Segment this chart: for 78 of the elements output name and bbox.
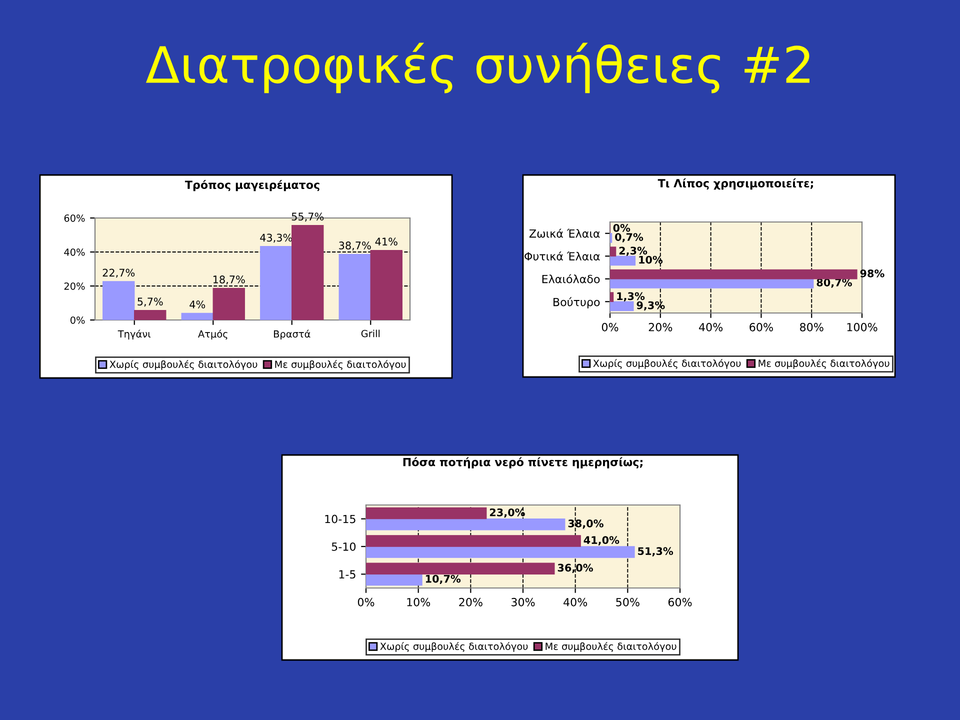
bar	[366, 518, 566, 530]
y-tick-label: Ελαιόλαδο	[542, 274, 600, 284]
bar	[610, 301, 634, 312]
bar	[610, 256, 636, 266]
x-tick-label: 10%	[407, 598, 430, 606]
y-tick-label: 5-10	[332, 542, 356, 551]
x-tick-label: Βραστά	[274, 330, 310, 340]
x-tick-label: 40%	[698, 322, 723, 332]
data-label: 36,0%	[558, 564, 593, 573]
data-label: 80,7%	[816, 278, 852, 288]
x-tick-label: 50%	[616, 598, 640, 606]
bar	[292, 224, 324, 320]
y-tick-label: 10-15	[325, 514, 356, 524]
y-tick-label: Ζωικά Έλαια	[529, 228, 600, 238]
bar	[338, 254, 371, 320]
legend-label: Χωρίς συμβουλές διαιτολόγου	[110, 360, 258, 370]
bar	[610, 246, 616, 256]
legend-label: Με συμβουλές διαιτολόγου	[546, 642, 676, 652]
bar	[370, 250, 402, 320]
y-tick-label: 20%	[64, 282, 85, 290]
legend-label: Χωρίς συμβουλές διαιτολόγου	[593, 359, 741, 369]
y-tick-label: Φυτικά Έλαια	[524, 251, 600, 261]
chart-title: Τρόπος μαγειρέματος	[184, 180, 320, 192]
bar	[610, 292, 614, 302]
bar	[134, 310, 166, 320]
x-tick-label: 20%	[459, 598, 482, 606]
bar	[212, 288, 245, 320]
bar	[366, 507, 487, 520]
x-tick-label: Ατμός	[198, 330, 228, 340]
bar	[610, 269, 858, 280]
data-label: 41,0%	[584, 536, 620, 546]
data-label: 38,7%	[339, 242, 371, 250]
chart-title: Πόσα ποτήρια νερό πίνετε ημερησίως;	[403, 457, 642, 468]
x-tick-label: 20%	[648, 322, 672, 332]
y-tick-label: 60%	[64, 214, 85, 222]
chart-title: Τι Λίπος χρησιμοποιείτε;	[658, 178, 813, 190]
data-label: 10%	[639, 256, 663, 264]
x-tick-label: Grill	[361, 330, 380, 338]
text: Διατροφικές συνήθειες #2	[146, 42, 810, 94]
bar	[366, 546, 635, 558]
data-label: 98%	[860, 269, 884, 278]
data-label: 41%	[375, 238, 398, 246]
x-tick-label: 60%	[750, 322, 773, 332]
legend-label: Με συμβουλές διαιτολόγου	[758, 359, 890, 369]
data-label: 22,7%	[102, 268, 135, 278]
x-tick-label: Τηγάνι	[118, 330, 151, 340]
legend-label: Χωρίς συμβουλές διαιτολόγου	[380, 642, 528, 652]
x-tick-label: 80%	[800, 322, 824, 332]
x-tick-label: 100%	[847, 322, 878, 332]
bar	[366, 535, 581, 547]
data-label: 2,3%	[619, 246, 648, 256]
x-tick-label: 0%	[602, 322, 618, 332]
bar	[366, 562, 555, 575]
y-tick-label: 40%	[64, 248, 85, 256]
data-label: 23,0%	[490, 508, 525, 518]
data-label: 0%	[613, 224, 630, 232]
data-label: 0,7%	[615, 233, 644, 242]
y-tick-label: 0%	[70, 316, 85, 324]
x-tick-label: 0%	[358, 598, 374, 606]
data-label: 4%	[190, 300, 206, 308]
data-label: 51,3%	[638, 547, 674, 556]
data-label: 5,7%	[138, 298, 163, 307]
data-label: 55,7%	[292, 212, 324, 222]
legend-label: Με συμβουλές διαιτολόγου	[275, 360, 406, 370]
x-tick-label: 60%	[668, 598, 692, 606]
bar	[260, 246, 292, 320]
y-tick-label: Βούτυρο	[554, 297, 600, 308]
x-tick-label: 30%	[512, 598, 535, 606]
bar	[102, 281, 135, 320]
y-tick-label: 1-5	[339, 570, 356, 579]
bar	[366, 574, 422, 586]
data-label: 18,7%	[213, 276, 245, 284]
data-label: 9,3%	[636, 301, 665, 311]
data-label: 10,7%	[426, 574, 461, 584]
data-label: 38,0%	[568, 520, 604, 529]
bar	[610, 278, 814, 288]
data-label: 1,3%	[617, 292, 645, 302]
bar	[181, 312, 214, 320]
